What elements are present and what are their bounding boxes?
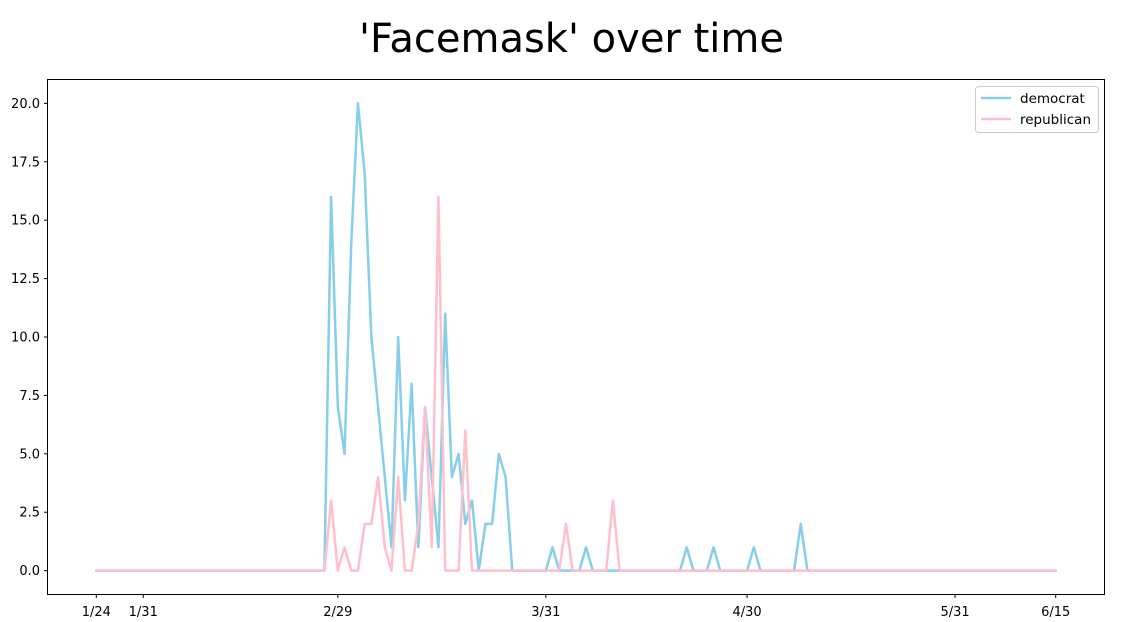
x-axis: 1/24 1/31 2/29 3/31 4/30 5/31 6/15 [82,594,1070,620]
y-tick-label: 10.0 [11,331,40,346]
legend-label-republican: republican [1020,112,1091,128]
x-tick-label: 4/30 [732,605,761,620]
y-tick-label: 0.0 [19,564,40,579]
x-tick-label: 5/31 [940,605,969,620]
x-tick-label: 6/15 [1041,605,1070,620]
x-tick-label: 1/24 [82,605,111,620]
y-axis: 0.0 2.5 5.0 7.5 10.0 12.5 15.0 17.5 20.0 [11,97,48,579]
series-line-republican [95,195,1057,572]
plot-frame [47,79,1105,595]
y-tick-label: 15.0 [11,214,40,229]
y-tick-label: 17.5 [11,155,40,170]
series-layer [95,102,1057,572]
y-tick-label: 2.5 [19,506,40,521]
y-tick-label: 7.5 [19,389,40,404]
x-tick-label: 2/29 [323,605,352,620]
chart-title: 'Facemask' over time [359,16,784,62]
x-tick-label: 1/31 [129,605,158,620]
x-tick-label: 3/31 [531,605,560,620]
y-tick-label: 5.0 [19,447,40,462]
y-tick-label: 20.0 [11,97,40,112]
series-line-democrat [95,102,1057,572]
legend-label-democrat: democrat [1020,91,1085,107]
y-tick-label: 12.5 [11,272,40,287]
legend: democrat republican [975,86,1099,133]
